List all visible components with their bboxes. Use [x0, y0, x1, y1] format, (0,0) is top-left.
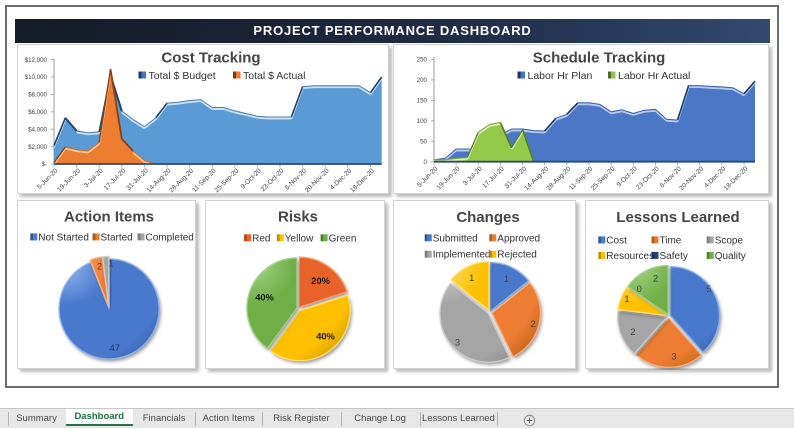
svg-text:Yellow: Yellow — [285, 233, 314, 244]
svg-text:20-Nov-20: 20-Nov-20 — [304, 167, 331, 194]
svg-text:3: 3 — [455, 338, 460, 348]
svg-text:Cost Tracking: Cost Tracking — [161, 50, 260, 67]
svg-text:$4,000: $4,000 — [28, 126, 47, 133]
svg-text:3-Jul-20: 3-Jul-20 — [83, 167, 105, 189]
svg-text:Labor Hr Actual: Labor Hr Actual — [618, 70, 690, 82]
svg-text:200: 200 — [417, 77, 428, 84]
svg-text:Changes: Changes — [456, 209, 519, 226]
svg-text:$-: $- — [41, 161, 47, 168]
svg-text:2: 2 — [630, 327, 635, 337]
svg-text:Submitted: Submitted — [433, 233, 478, 244]
svg-text:Completed: Completed — [146, 232, 194, 243]
svg-text:Total $ Actual: Total $ Actual — [243, 70, 305, 82]
svg-text:19-Jun-20: 19-Jun-20 — [436, 165, 462, 191]
svg-text:$12,000: $12,000 — [25, 57, 48, 64]
svg-text:50: 50 — [420, 139, 427, 146]
svg-text:Time: Time — [660, 235, 682, 246]
svg-text:47: 47 — [110, 343, 121, 354]
svg-text:17-Jul-20: 17-Jul-20 — [103, 167, 128, 192]
svg-text:1: 1 — [108, 259, 113, 269]
svg-text:1: 1 — [469, 273, 474, 283]
svg-text:Quality: Quality — [715, 251, 746, 262]
svg-text:18-Dec-20: 18-Dec-20 — [349, 167, 376, 194]
svg-text:Resources: Resources — [606, 251, 654, 262]
svg-text:Total $ Budget: Total $ Budget — [149, 70, 216, 82]
svg-text:19-Jun-20: 19-Jun-20 — [56, 167, 82, 193]
svg-text:Green: Green — [329, 233, 357, 244]
svg-text:1: 1 — [504, 274, 509, 284]
svg-text:Safety: Safety — [660, 251, 688, 262]
svg-text:0: 0 — [637, 284, 642, 294]
svg-text:2: 2 — [531, 319, 536, 329]
svg-text:Rejected: Rejected — [497, 250, 536, 261]
svg-text:17-Jul-20: 17-Jul-20 — [481, 165, 506, 190]
svg-text:23-Oct-20: 23-Oct-20 — [260, 167, 286, 193]
svg-text:25-Sep-20: 25-Sep-20 — [590, 165, 617, 192]
svg-text:Red: Red — [252, 233, 270, 244]
svg-text:Not Started: Not Started — [38, 232, 89, 243]
svg-text:23-Oct-20: 23-Oct-20 — [635, 165, 661, 191]
svg-text:18-Dec-20: 18-Dec-20 — [723, 165, 750, 192]
svg-text:2: 2 — [97, 262, 102, 272]
svg-text:5: 5 — [706, 284, 711, 294]
svg-text:$6,000: $6,000 — [28, 109, 47, 116]
svg-text:3-Jul-20: 3-Jul-20 — [462, 165, 484, 187]
svg-text:Implemented: Implemented — [433, 250, 491, 261]
svg-text:Risks: Risks — [278, 209, 318, 226]
svg-text:Started: Started — [101, 232, 133, 243]
svg-text:Lessons Learned: Lessons Learned — [616, 209, 739, 226]
svg-text:Scope: Scope — [715, 235, 744, 246]
svg-text:25-Sep-20: 25-Sep-20 — [213, 167, 240, 194]
svg-text:3: 3 — [671, 352, 676, 362]
svg-text:40%: 40% — [255, 292, 274, 302]
svg-text:40%: 40% — [316, 331, 335, 341]
svg-text:$10,000: $10,000 — [25, 74, 48, 81]
svg-text:250: 250 — [417, 57, 428, 64]
svg-text:$8,000: $8,000 — [28, 92, 47, 99]
svg-text:Approved: Approved — [497, 233, 540, 244]
svg-text:150: 150 — [417, 98, 428, 105]
svg-text:20%: 20% — [311, 276, 330, 286]
svg-text:Labor Hr Plan: Labor Hr Plan — [528, 70, 593, 82]
svg-text:1: 1 — [624, 294, 629, 304]
svg-text:Schedule Tracking: Schedule Tracking — [533, 50, 666, 67]
svg-text:2: 2 — [653, 274, 658, 284]
svg-text:$2,000: $2,000 — [28, 144, 47, 151]
svg-text:Action Items: Action Items — [64, 209, 154, 226]
svg-text:0: 0 — [424, 159, 428, 166]
svg-text:20-Nov-20: 20-Nov-20 — [678, 165, 705, 192]
svg-text:Cost: Cost — [606, 235, 627, 246]
svg-text:100: 100 — [417, 118, 428, 125]
